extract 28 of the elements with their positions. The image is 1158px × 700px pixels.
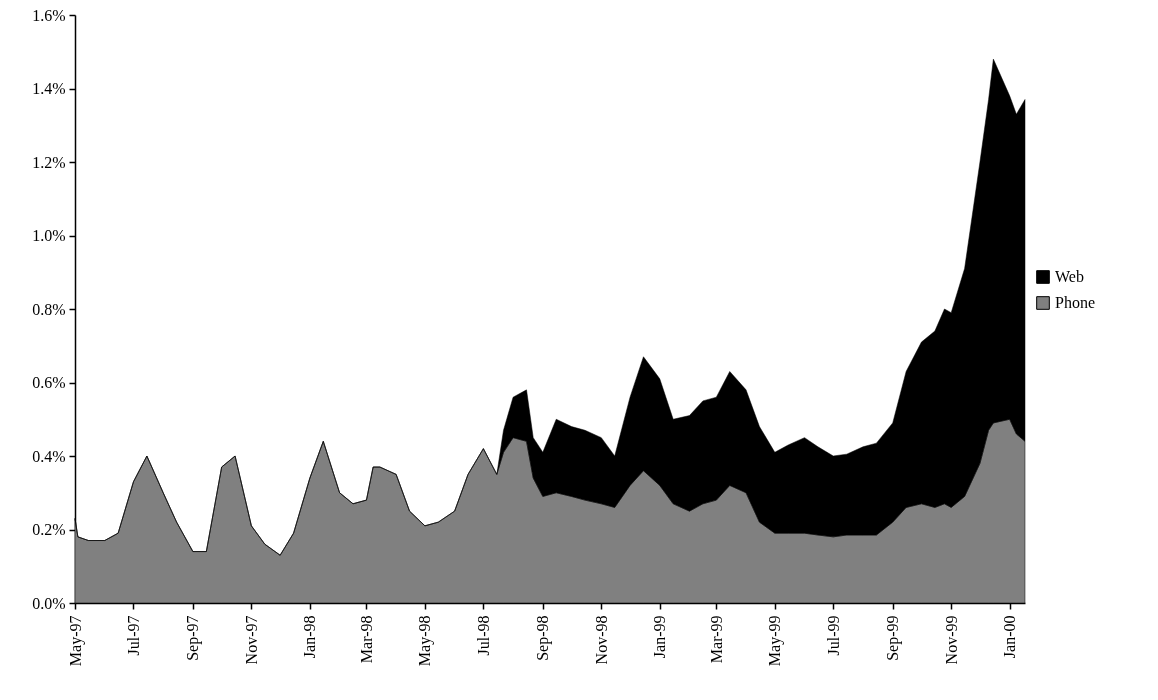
x-tick-label: Jan-98 (301, 615, 319, 659)
y-tick-label: 0.8% (32, 300, 66, 318)
x-tick-label: Jan-99 (651, 615, 669, 659)
legend-label: Web (1055, 268, 1084, 285)
y-tick-label: 1.2% (32, 153, 66, 171)
x-tick-label: Nov-98 (592, 615, 610, 665)
x-tick-label: Jul-98 (474, 615, 492, 656)
x-tick-label: May-98 (416, 615, 435, 667)
y-tick-label: 0.2% (32, 521, 66, 538)
x-tick-label: Nov-97 (242, 615, 260, 665)
x-tick-label: Nov-99 (942, 615, 960, 665)
x-tick-label: Mar-99 (707, 615, 725, 664)
y-tick-label: 1.4% (32, 80, 66, 97)
x-tick-label: Jul-97 (124, 615, 142, 656)
y-tick-label: 0.6% (32, 374, 66, 391)
x-tick-label: Jul-99 (824, 615, 842, 656)
x-tick-label: Mar-98 (357, 615, 375, 664)
x-tick-label: Sep-98 (534, 615, 553, 661)
y-tick-label: 0.4% (32, 447, 66, 465)
y-tick-label: 1.0% (32, 227, 66, 244)
x-tick-label: May-97 (66, 615, 85, 667)
y-tick-label: 0.0% (32, 594, 66, 612)
x-tick-label: May-99 (766, 615, 785, 667)
legend-label: Phone (1055, 294, 1095, 311)
x-tick-label: Sep-99 (884, 615, 903, 661)
x-tick-label: Sep-97 (184, 615, 203, 661)
x-tick-label: Jan-00 (1001, 615, 1019, 659)
y-tick-label: 1.6% (32, 6, 66, 24)
